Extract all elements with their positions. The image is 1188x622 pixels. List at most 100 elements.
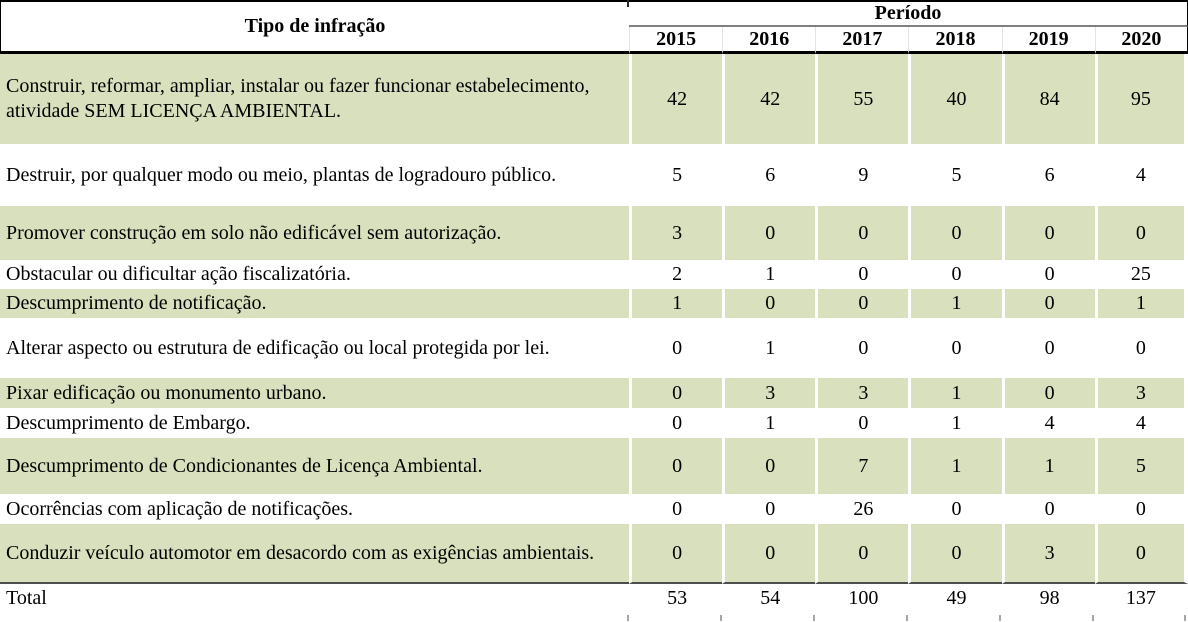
count-cell: 7	[815, 438, 909, 494]
table-row: Descumprimento de Embargo. 0 1 0 1 4 4	[0, 408, 1188, 438]
count-cell: 0	[908, 318, 1002, 378]
tick-mark	[906, 615, 908, 621]
count-cell: 9	[815, 144, 909, 206]
count-cell: 0	[1001, 378, 1095, 408]
count-cell: 0	[629, 318, 723, 378]
table-row: Promover construção em solo não edificáv…	[0, 206, 1188, 260]
count-cell: 1	[908, 289, 1002, 318]
count-cell: 6	[1001, 144, 1095, 206]
count-cell: 0	[722, 206, 816, 260]
count-cell: 4	[1094, 144, 1188, 206]
count-cell: 1	[1001, 438, 1095, 494]
count-cell: 0	[722, 494, 816, 524]
year-header-2016: 2016	[722, 27, 816, 54]
table-row: Descumprimento de notificação. 1 0 0 1 0…	[0, 289, 1188, 318]
total-cell: 49	[908, 584, 1002, 612]
count-cell: 0	[815, 318, 909, 378]
count-cell: 0	[629, 494, 723, 524]
count-cell: 5	[629, 144, 723, 206]
total-cell: 54	[722, 584, 816, 612]
table-row: Construir, reformar, ampliar, instalar o…	[0, 54, 1188, 144]
infraction-label: Destruir, por qualquer modo ou meio, pla…	[0, 144, 630, 206]
count-cell: 0	[1001, 289, 1095, 318]
tick-mark	[813, 615, 815, 621]
count-cell: 0	[815, 524, 909, 584]
table-row: Ocorrências com aplicação de notificaçõe…	[0, 494, 1188, 524]
count-cell: 1	[1094, 289, 1188, 318]
year-header-2018: 2018	[908, 27, 1002, 54]
count-cell: 1	[722, 318, 816, 378]
count-cell: 0	[1001, 318, 1095, 378]
infraction-label: Descumprimento de notificação.	[0, 289, 630, 318]
count-cell: 0	[815, 408, 909, 438]
count-cell: 3	[815, 378, 909, 408]
year-header-2020: 2020	[1094, 27, 1188, 54]
table-row: Alterar aspecto ou estrutura de edificaç…	[0, 318, 1188, 378]
count-cell: 0	[629, 408, 723, 438]
count-cell: 0	[815, 289, 909, 318]
infraction-label: Pixar edificação ou monumento urbano.	[0, 378, 630, 408]
total-cell: 137	[1094, 584, 1188, 612]
count-cell: 0	[722, 289, 816, 318]
count-cell: 0	[1001, 494, 1095, 524]
count-cell: 26	[815, 494, 909, 524]
infraction-label: Descumprimento de Embargo.	[0, 408, 630, 438]
count-cell: 1	[908, 408, 1002, 438]
header-divider-tick	[627, 0, 629, 7]
count-cell: 1	[722, 260, 816, 289]
tick-mark	[627, 615, 629, 621]
table-row: Obstacular ou dificultar ação fiscalizat…	[0, 260, 1188, 289]
count-cell: 2	[629, 260, 723, 289]
infraction-label: Promover construção em solo não edificáv…	[0, 206, 630, 260]
count-cell: 3	[722, 378, 816, 408]
total-cell: 53	[629, 584, 723, 612]
count-cell: 0	[629, 378, 723, 408]
count-cell: 4	[1094, 408, 1188, 438]
count-cell: 0	[908, 524, 1002, 584]
count-cell: 3	[1001, 524, 1095, 584]
count-cell: 0	[1094, 494, 1188, 524]
count-cell: 1	[629, 289, 723, 318]
count-cell: 0	[815, 206, 909, 260]
column-header-infraction-type: Tipo de infração	[0, 0, 630, 54]
tick-mark	[1184, 615, 1186, 621]
year-header-2019: 2019	[1001, 27, 1095, 54]
infraction-label: Ocorrências com aplicação de notificaçõe…	[0, 494, 630, 524]
count-cell: 42	[722, 54, 816, 144]
count-cell: 95	[1094, 54, 1188, 144]
tick-mark	[999, 615, 1001, 621]
column-group-header-period: Período	[629, 0, 1188, 27]
total-row: Total 53 54 100 49 98 137	[0, 584, 1188, 612]
infraction-label: Alterar aspecto ou estrutura de edificaç…	[0, 318, 630, 378]
tick-mark	[720, 615, 722, 621]
year-header-2015: 2015	[629, 27, 723, 54]
count-cell: 0	[629, 524, 723, 584]
count-cell: 0	[908, 206, 1002, 260]
count-cell: 1	[722, 408, 816, 438]
total-label: Total	[0, 584, 630, 612]
count-cell: 1	[908, 378, 1002, 408]
count-cell: 55	[815, 54, 909, 144]
count-cell: 4	[1001, 408, 1095, 438]
total-cell: 100	[815, 584, 909, 612]
count-cell: 0	[722, 524, 816, 584]
count-cell: 40	[908, 54, 1002, 144]
year-header-2017: 2017	[815, 27, 909, 54]
count-cell: 0	[908, 494, 1002, 524]
count-cell: 0	[1001, 206, 1095, 260]
count-cell: 5	[908, 144, 1002, 206]
total-cell: 98	[1001, 584, 1095, 612]
count-cell: 0	[629, 438, 723, 494]
infraction-label: Construir, reformar, ampliar, instalar o…	[0, 54, 630, 144]
count-cell: 6	[722, 144, 816, 206]
count-cell: 0	[1094, 318, 1188, 378]
count-cell: 0	[1094, 524, 1188, 584]
infraction-label: Descumprimento de Condicionantes de Lice…	[0, 438, 630, 494]
count-cell: 0	[1001, 260, 1095, 289]
count-cell: 0	[815, 260, 909, 289]
count-cell: 3	[629, 206, 723, 260]
count-cell: 0	[908, 260, 1002, 289]
count-cell: 5	[1094, 438, 1188, 494]
